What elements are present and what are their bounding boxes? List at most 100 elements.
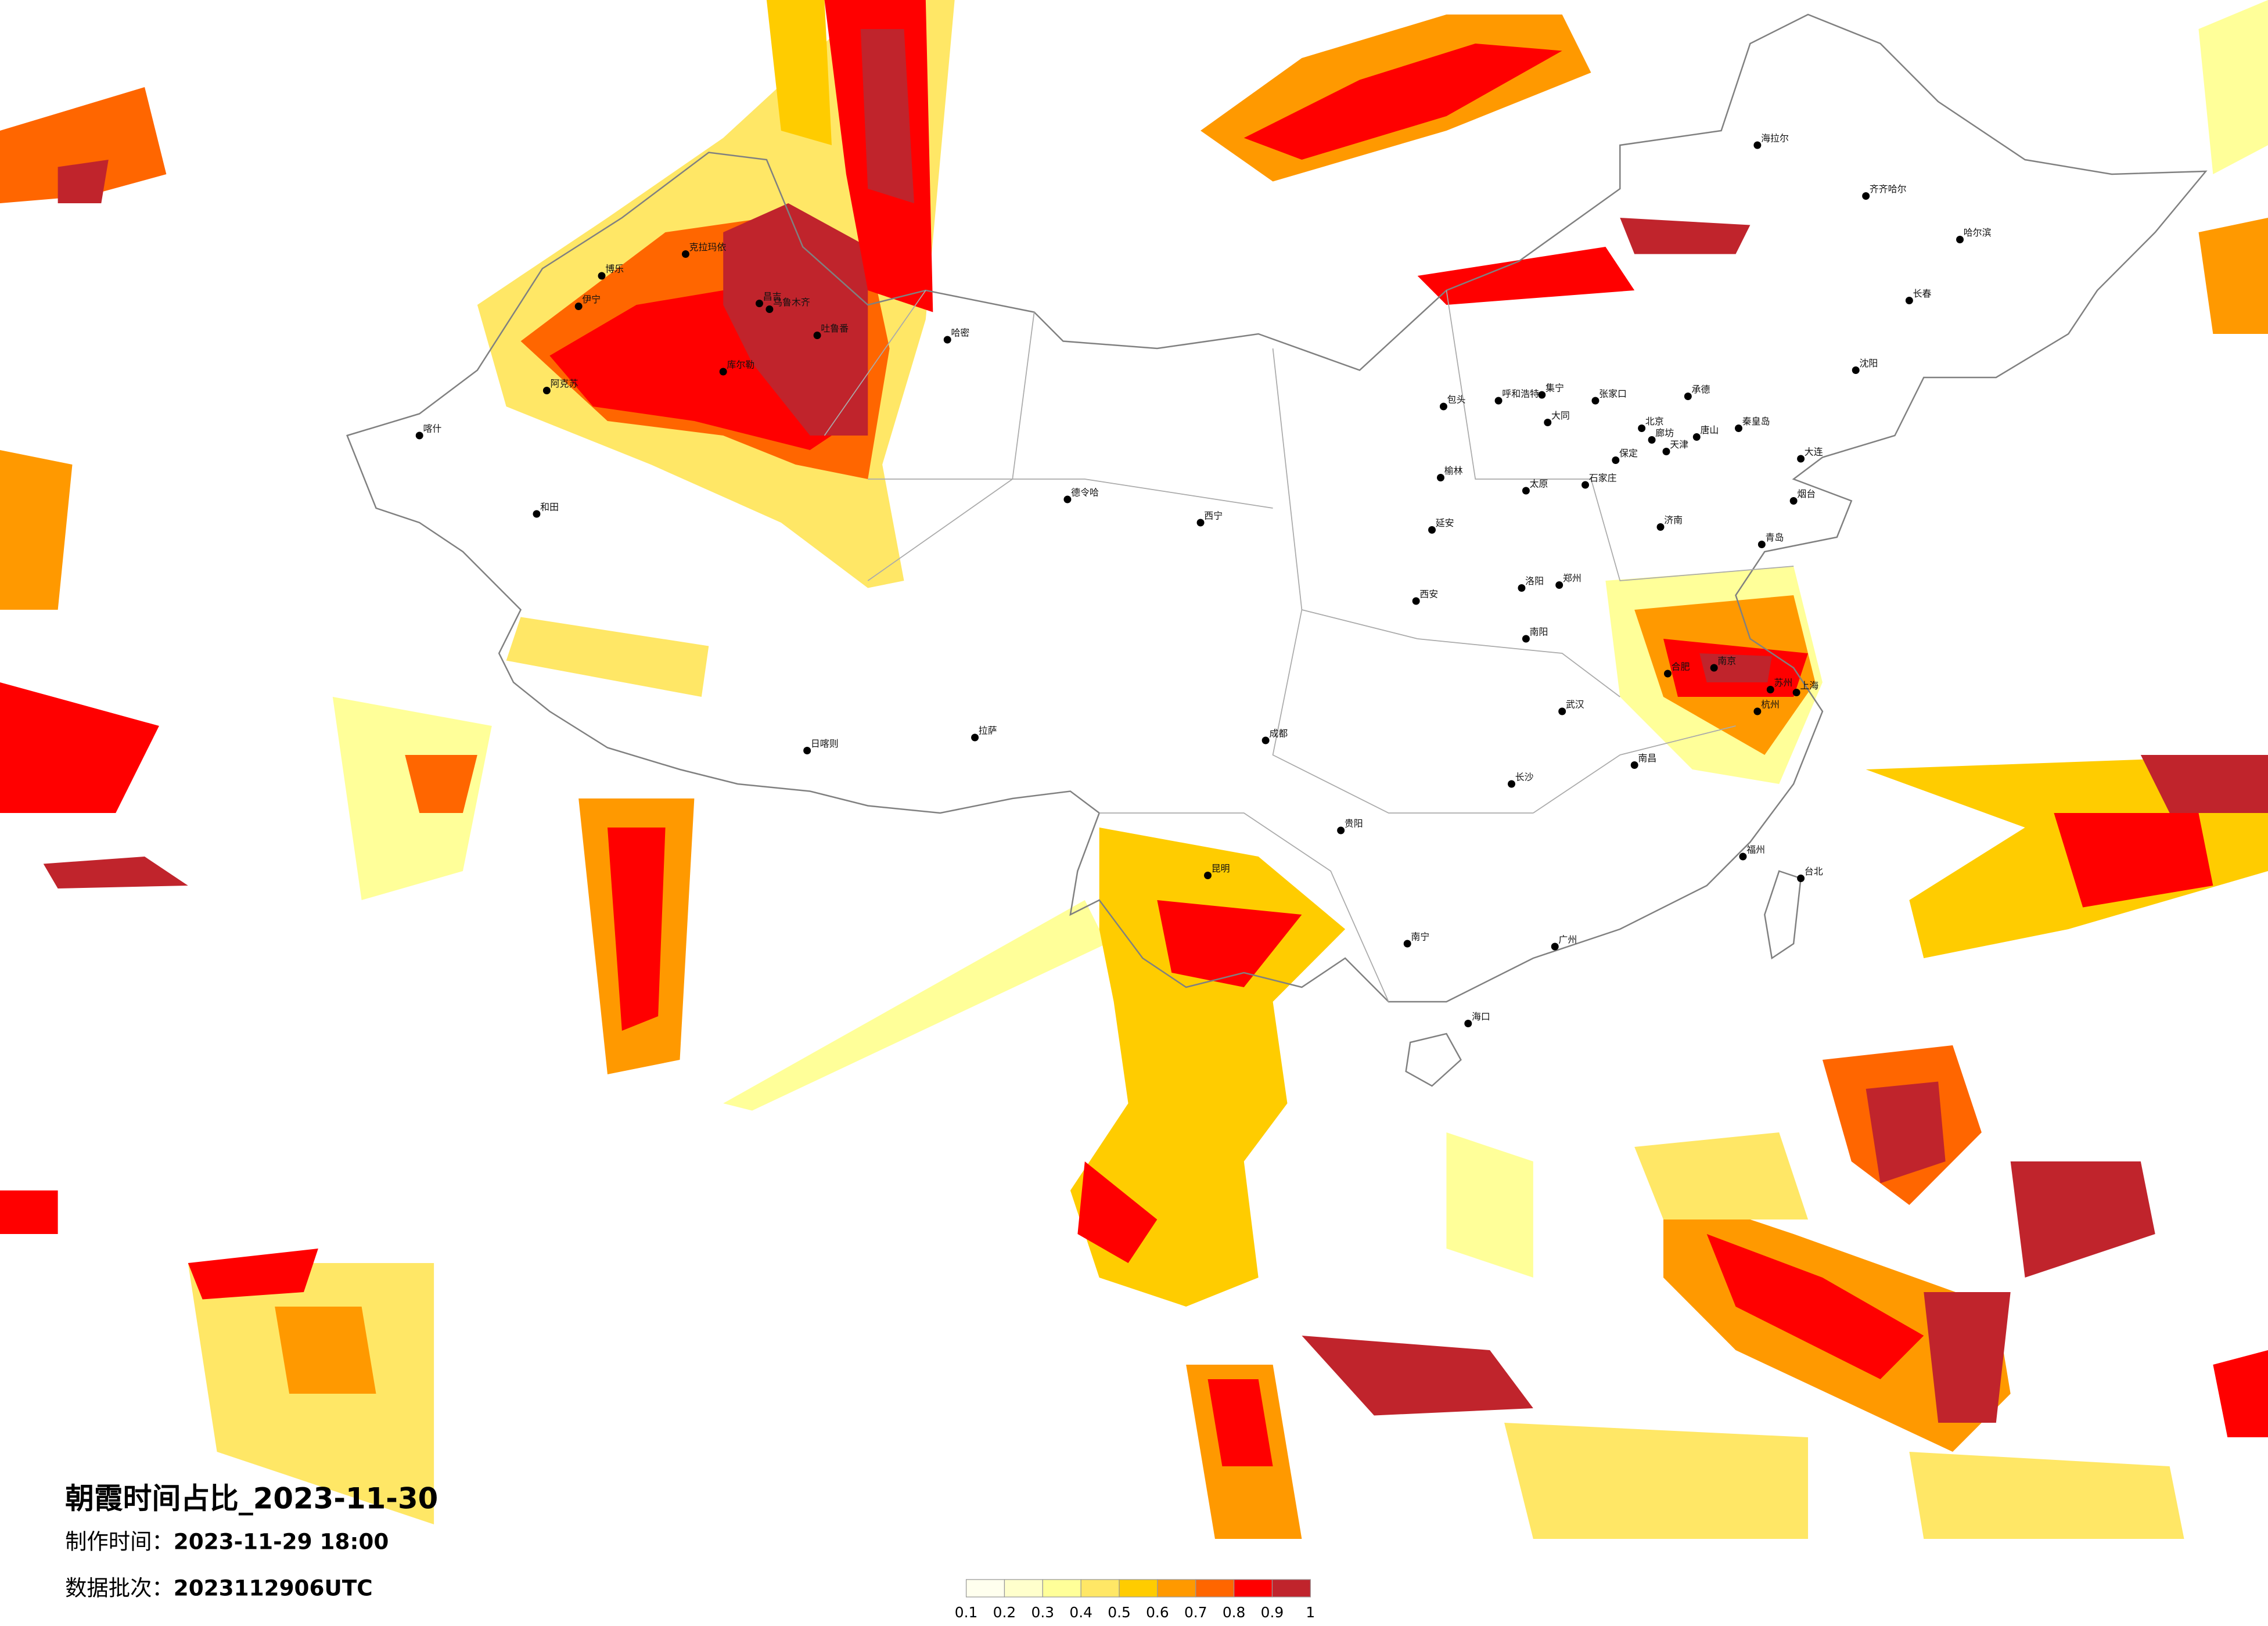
city-dot — [1555, 581, 1563, 589]
province-border — [824, 290, 926, 436]
city-label: 大连 — [1805, 447, 1823, 458]
city-dot — [1710, 664, 1718, 672]
heat-cell-region — [1417, 247, 1635, 305]
city-dot — [1196, 519, 1205, 527]
city-label: 南京 — [1717, 656, 1736, 667]
city-label: 福州 — [1746, 844, 1765, 855]
city-marker: 齐齐哈尔 — [1862, 184, 1907, 200]
city-label: 承德 — [1692, 384, 1710, 395]
city-label: 日喀则 — [811, 738, 839, 749]
city-label: 太原 — [1530, 479, 1548, 490]
country-border — [346, 13, 2208, 1003]
legend-swatch — [1042, 1579, 1081, 1598]
city-label: 库尔勒 — [727, 359, 754, 370]
city-label: 郑州 — [1563, 573, 1582, 584]
province-border — [1099, 812, 1389, 1002]
city-dot — [1436, 474, 1444, 481]
city-dot — [1739, 852, 1747, 861]
city-label: 西安 — [1419, 589, 1438, 600]
city-dot — [1591, 397, 1600, 405]
city-dot — [1464, 1020, 1472, 1028]
city-marker: 台北 — [1797, 866, 1823, 883]
city-marker: 南京 — [1710, 656, 1736, 672]
city-dot — [415, 431, 423, 440]
city-dot — [1538, 391, 1546, 399]
city-dot — [1439, 402, 1447, 411]
city-dot — [598, 272, 606, 280]
city-label: 北京 — [1645, 416, 1664, 427]
city-dot — [1508, 780, 1515, 788]
heat-cell-region — [1924, 1292, 2011, 1423]
data-batch-label: 数据批次： — [65, 1575, 174, 1600]
heat-cell-region — [0, 682, 159, 813]
city-marker: 石家庄 — [1582, 473, 1617, 489]
heat-cell-region — [1699, 653, 1772, 682]
city-marker: 库尔勒 — [719, 359, 754, 376]
city-marker: 张家口 — [1591, 388, 1627, 405]
city-dot — [719, 368, 727, 376]
legend-tick-label: 0.1 — [955, 1604, 978, 1621]
city-label: 长沙 — [1515, 772, 1534, 783]
city-marker: 海口 — [1464, 1011, 1490, 1028]
city-label: 南昌 — [1638, 753, 1656, 764]
city-dot — [1956, 236, 1964, 243]
heat-cell-region — [506, 617, 709, 697]
legend-tick-label: 0.8 — [1223, 1604, 1246, 1621]
province-border — [868, 479, 1273, 509]
city-label: 吐鲁番 — [821, 323, 849, 334]
city-label: 沈阳 — [1859, 358, 1878, 369]
legend-swatch — [965, 1579, 1005, 1598]
heat-cell-region — [332, 697, 492, 900]
production-time-label: 制作时间： — [65, 1528, 174, 1554]
legend-swatch — [1195, 1579, 1235, 1598]
city-label: 成都 — [1269, 728, 1288, 739]
city-marker: 昌吉 — [756, 291, 782, 307]
city-label: 齐齐哈尔 — [1870, 184, 1907, 195]
city-marker: 秦皇岛 — [1735, 416, 1770, 432]
legend-tick-label: 1 — [1306, 1604, 1315, 1621]
province-border — [1417, 638, 1620, 697]
city-dot — [1662, 448, 1670, 455]
heat-cell-region — [549, 290, 854, 450]
city-marker: 烟台 — [1789, 488, 1816, 505]
heat-cell-region — [1207, 1379, 1273, 1466]
city-label: 广州 — [1558, 934, 1577, 945]
city-label: 南宁 — [1411, 931, 1429, 942]
production-time-value: 2023-11-29 18:00 — [174, 1528, 389, 1554]
city-dot — [1412, 597, 1420, 605]
city-marker: 郑州 — [1555, 573, 1582, 589]
province-border — [1272, 609, 1533, 814]
china-border — [346, 13, 2208, 1087]
city-marker: 南昌 — [1630, 753, 1656, 769]
city-dot — [1403, 940, 1411, 948]
city-label: 乌鲁木齐 — [773, 297, 810, 308]
city-label: 集宁 — [1545, 383, 1564, 394]
city-marker: 海拉尔 — [1753, 133, 1789, 149]
province-border — [1272, 348, 1418, 639]
city-dot — [1692, 433, 1701, 441]
legend-tick-label: 0.3 — [1031, 1604, 1055, 1621]
heat-layer — [0, 0, 2268, 1539]
province-border — [1446, 290, 1591, 480]
city-dot — [1522, 635, 1530, 643]
city-label: 和田 — [540, 502, 559, 513]
city-label: 廊坊 — [1655, 427, 1674, 438]
city-dot — [1544, 419, 1552, 426]
heat-cell-region — [1866, 1081, 1946, 1183]
city-marker: 榆林 — [1436, 465, 1463, 481]
city-label: 石家庄 — [1589, 473, 1617, 484]
taiwan-border — [1764, 870, 1802, 960]
heat-cell-region — [2213, 1350, 2268, 1437]
city-marker: 哈密 — [943, 328, 969, 344]
city-label: 贵阳 — [1345, 818, 1363, 829]
city-label: 合肥 — [1672, 661, 1690, 672]
city-label: 南阳 — [1530, 627, 1548, 638]
city-marker: 洛阳 — [1518, 575, 1544, 592]
city-marker: 上海 — [1792, 680, 1818, 696]
province-border — [1590, 479, 1794, 581]
city-dot — [681, 250, 689, 258]
heat-cell-region — [0, 450, 73, 610]
city-label: 哈密 — [951, 328, 969, 339]
heat-cell-region — [1070, 828, 1346, 1307]
heat-cell-region — [1909, 1452, 2184, 1539]
